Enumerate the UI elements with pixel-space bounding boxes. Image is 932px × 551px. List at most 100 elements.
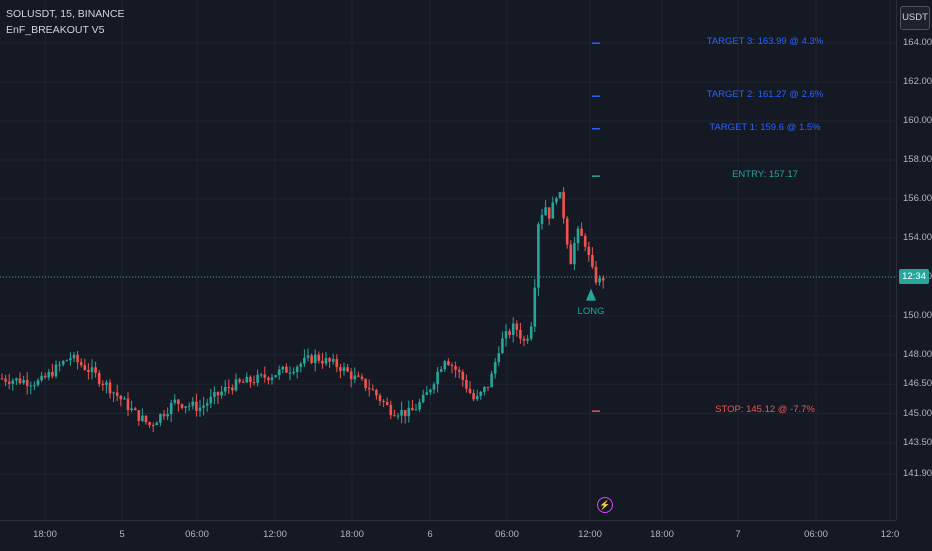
price-tick-label: 145.00 [903, 407, 932, 419]
candle-body [328, 358, 331, 362]
candle-body [54, 364, 58, 377]
candle-body [220, 391, 223, 396]
candle-body [101, 383, 105, 385]
candle-body [205, 403, 209, 406]
candle-body [292, 372, 295, 374]
candle-body [263, 374, 267, 378]
candle-body [317, 354, 321, 361]
candle-body [43, 375, 47, 378]
candle-body [112, 392, 115, 394]
time-tick-label: 06:00 [495, 529, 519, 540]
candle-body [11, 380, 15, 384]
candle-body [475, 395, 479, 400]
candle-body [231, 387, 234, 391]
candle-body [457, 369, 461, 372]
candle-body [245, 376, 249, 383]
last-price-tag: 12:34 [899, 269, 929, 284]
time-tick-label: 12:00 [578, 529, 602, 540]
lightning-icon[interactable]: ⚡ [597, 497, 613, 513]
candle-body [591, 255, 594, 267]
candle-body [47, 371, 51, 378]
price-axis[interactable]: 164.00162.00160.00158.00156.00154.00152.… [896, 0, 932, 520]
candle-body [87, 369, 90, 372]
candle-body [450, 365, 454, 367]
candle-body [137, 410, 141, 421]
candle-body [159, 414, 162, 423]
candle-body [313, 354, 317, 363]
candle-body [274, 375, 277, 378]
target2-label: TARGET 2: 161.27 @ 2.6% [706, 89, 824, 101]
candle-body [515, 323, 519, 330]
candle-body [382, 400, 385, 402]
price-chart[interactable] [0, 0, 896, 520]
candle-body [353, 375, 357, 380]
time-tick-label: 5 [119, 529, 125, 540]
candle-body [468, 388, 472, 394]
price-tick-label: 160.00 [903, 115, 932, 126]
candle-body [285, 366, 288, 373]
time-tick-label: 6 [427, 529, 433, 540]
price-tick-label: 146.50 [903, 378, 932, 390]
time-tick-label: 06:00 [804, 529, 828, 540]
candle-body [94, 367, 97, 373]
candle-body [526, 338, 529, 341]
price-tick-label: 141.90 [903, 467, 932, 479]
candle-body [576, 228, 580, 244]
target1-label: TARGET 1: 159.6 @ 1.5% [709, 121, 821, 133]
candle-body [36, 380, 40, 386]
candle-body [29, 385, 33, 387]
candle-body [180, 404, 184, 408]
candle-body [58, 364, 61, 366]
candle-body [249, 376, 252, 383]
candle-body [216, 392, 220, 396]
candle-body [371, 389, 375, 391]
time-axis[interactable]: 18:00 5 06:00 12:00 18:00 6 06:00 12:00 18:00 7 06… [0, 520, 899, 551]
candle-body [483, 386, 486, 392]
candle-body [349, 371, 353, 380]
candle-body [385, 401, 389, 405]
candle-body [558, 191, 562, 199]
candle-body [267, 377, 270, 381]
candle-body [25, 380, 29, 386]
candle-body [407, 407, 411, 417]
price-tick-label: 162.00 [903, 76, 932, 87]
candle-body [367, 388, 371, 390]
candle-body [79, 362, 83, 366]
candle-body [342, 367, 346, 372]
long-signal-label: LONG [577, 305, 605, 317]
candle-body [126, 398, 130, 411]
candle-body [375, 389, 378, 396]
entry-label: ENTRY: 157.17 [732, 169, 798, 181]
candle-body [40, 375, 43, 381]
candle-body [241, 381, 245, 383]
candle-body [310, 355, 313, 363]
candle-body [227, 386, 231, 388]
candle-body [321, 360, 324, 364]
candle-body [479, 391, 483, 396]
candle-body [511, 323, 515, 335]
candle-body [493, 362, 497, 374]
candle-body [555, 198, 558, 203]
candle-body [497, 353, 501, 363]
currency-button[interactable]: USDT [900, 6, 930, 30]
price-tick-label: 158.00 [903, 154, 932, 165]
candle-body [443, 361, 447, 370]
candle-body [454, 366, 457, 370]
candle-body [504, 331, 508, 339]
candle-body [15, 378, 18, 381]
candle-body [544, 207, 547, 216]
symbol-info[interactable]: SOLUSDT, 15, BINANCE [6, 8, 125, 20]
indicator-title[interactable]: EnF_BREAKOUT V5 [6, 24, 105, 36]
candle-body [259, 374, 263, 376]
candle-body [288, 372, 292, 374]
candle-body [364, 378, 367, 389]
candle-body [393, 415, 396, 417]
candle-body [400, 410, 403, 416]
candle-body [299, 363, 303, 367]
candle-body [519, 329, 522, 339]
candle-body [324, 358, 328, 364]
long-signal-triangle [586, 288, 596, 301]
candle-body [97, 372, 101, 384]
candle-body [465, 379, 468, 389]
